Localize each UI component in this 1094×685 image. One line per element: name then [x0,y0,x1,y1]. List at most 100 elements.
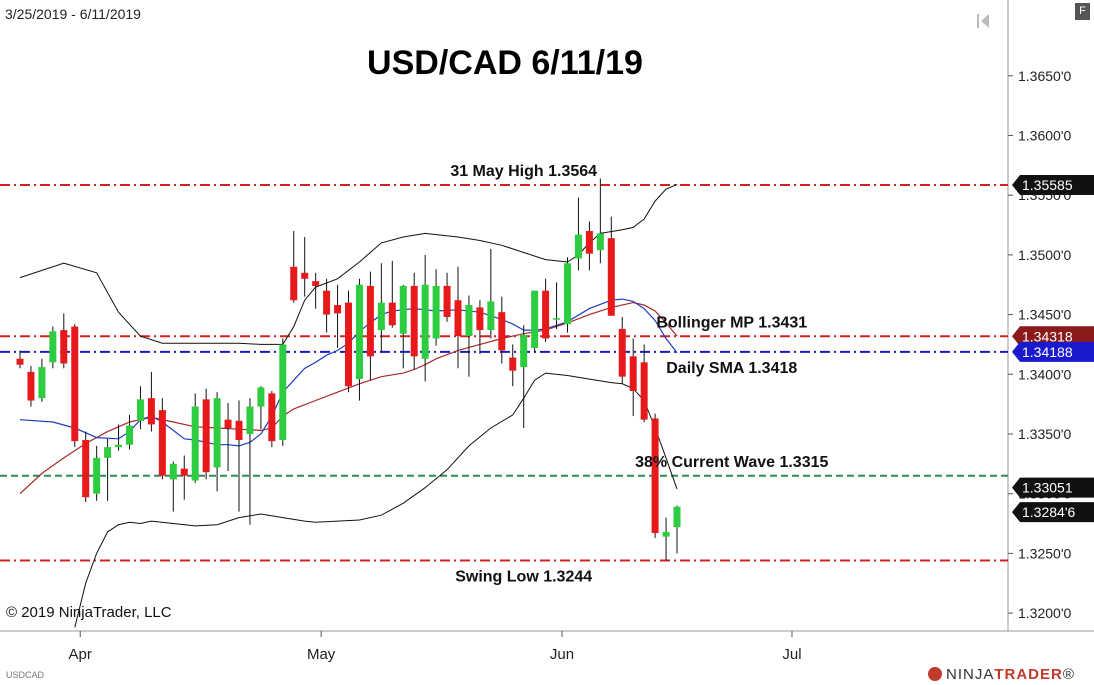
candle [355,278,363,401]
candle-body [509,357,517,371]
candle-body [410,285,418,357]
candle [60,313,68,369]
candle-body [136,399,144,421]
candle [640,344,648,423]
candle [520,325,528,429]
candle [498,296,506,364]
candle-body [585,230,593,254]
candle-body [202,399,210,473]
collapse-left-icon[interactable] [976,12,990,30]
y-tick-label: 1.3400'0 [1018,366,1071,382]
candle-body [662,531,670,537]
chart-title: USD/CAD 6/11/19 [367,44,643,82]
candle-body [147,398,155,425]
price-marker-box [1012,502,1094,523]
candle [377,263,385,353]
candle [476,300,484,354]
candle [257,386,265,430]
candle [410,272,418,370]
candle-body [334,305,342,314]
candle [126,414,133,450]
level-label: 38% Current Wave 1.3315 [635,454,828,471]
candle-body [104,447,112,458]
candle-body [71,326,79,442]
y-tick-label: 1.3350'0 [1018,426,1071,442]
candle-body [465,305,473,337]
level-label: 31 May High 1.3564 [450,163,597,180]
candle-body [279,344,287,440]
ninjatrader-logo-icon [928,667,942,681]
candle-body [607,238,615,316]
candle [454,266,462,369]
candle-body [191,406,199,481]
candle [443,272,451,322]
brand-mark: ® [1062,666,1075,683]
price-marker-label: 1.3284'6 [1022,504,1075,520]
candle-body [115,444,123,448]
candle [169,461,177,512]
candle-body [158,410,166,476]
candle [662,517,670,561]
candle-body [388,302,396,326]
ninjatrader-logo: NINJATRADER® [928,666,1075,683]
price-marker-box [1012,326,1094,347]
candle-body [421,284,429,359]
candle [16,350,24,369]
brand-prefix: NINJA [946,666,995,683]
candle-body [301,272,309,279]
candle [71,324,79,448]
candle [213,392,221,492]
chart-toggle-button[interactable]: F [1075,3,1090,20]
candle-body [355,284,363,380]
x-tick-label: Jul [782,646,801,663]
candle [49,326,57,369]
candle-body [476,307,484,331]
level-price-marker: 1.34318 [1012,326,1094,347]
brand-suffix: TRADER [994,666,1063,683]
candle [235,400,243,512]
price-marker-box [1012,477,1094,498]
candle [651,413,659,538]
level-label: Bollinger MP 1.3431 [656,314,807,331]
candle-body [169,463,177,480]
candle-body [235,420,243,440]
candle-body [224,419,232,429]
candle-body [268,393,276,442]
candle [104,438,112,501]
candle-body [553,318,561,320]
candle-body [180,468,188,476]
candle-body [82,439,90,498]
candle [399,284,407,369]
y-tick-label: 1.3600'0 [1018,127,1071,143]
candle [279,338,287,446]
candle-body [542,290,550,339]
candle-body [366,285,374,357]
x-tick-label: Jun [550,646,574,663]
candle [596,178,604,264]
copyright: © 2019 NinjaTrader, LLC [6,604,172,621]
candle-body [38,367,46,399]
price-marker: 1.3284'6 [1012,502,1094,523]
candle [158,398,166,480]
candle [553,282,561,329]
y-tick-label: 1.3650'0 [1018,68,1071,84]
candle-body [640,362,648,420]
candle-body [126,425,133,445]
candle-body [345,302,352,387]
y-tick-label: 1.3250'0 [1018,545,1071,561]
price-marker-label: 1.34318 [1022,328,1073,344]
price-marker-box [1012,175,1094,196]
x-tick-label: Apr [69,646,92,663]
candle [542,278,550,343]
price-marker-label: 1.34188 [1022,344,1073,360]
lower-bollinger-band [74,372,678,628]
candle [531,290,539,353]
candle-body [564,263,571,325]
candle [136,386,144,430]
y-tick-label: 1.3200'0 [1018,605,1071,621]
candle [301,236,309,297]
candle-body [618,328,626,377]
candle [224,402,232,471]
candle [629,338,637,417]
candle [564,257,571,333]
